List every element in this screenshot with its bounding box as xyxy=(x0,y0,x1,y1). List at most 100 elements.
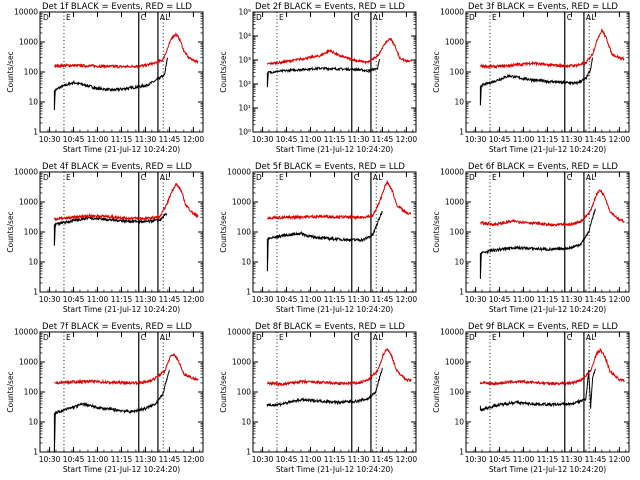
panel-6: Det 6f BLACK = Events, RED = LLD 1 10 100 10… xyxy=(432,162,630,314)
plot-frame xyxy=(465,11,630,133)
x-axis-label: Start Time (21-Jul-12 10:24:20) xyxy=(276,305,393,314)
legend-mark: A xyxy=(586,13,592,22)
lld-series-line xyxy=(480,189,625,228)
x-tick-label: 10:45 xyxy=(63,295,85,304)
events-series-line xyxy=(479,368,596,412)
y-tick-label: 10 xyxy=(28,98,38,107)
y-axis-label: Counts/sec xyxy=(6,51,15,92)
legend-mark: L xyxy=(165,13,170,22)
legend-mark: C xyxy=(567,13,572,22)
y-tick-label: 10⁴ xyxy=(238,32,251,41)
panel-title: Det 3f BLACK = Events, RED = LLD xyxy=(468,2,618,12)
y-axis-label: Counts/sec xyxy=(6,211,15,252)
legend-mark: L xyxy=(591,13,596,22)
x-axis-label: Start Time (21-Jul-12 10:24:20) xyxy=(489,145,606,154)
plot-frame xyxy=(39,11,204,133)
y-tick-label: 10 xyxy=(454,258,464,267)
legend-mark: E xyxy=(279,13,284,22)
x-tick-label: 11:45 xyxy=(372,295,394,304)
panel-1: Det 1f BLACK = Events, RED = LLD 1 10 100 10… xyxy=(6,2,204,154)
legend-mark: L xyxy=(165,173,170,182)
x-tick-label: 11:15 xyxy=(111,455,133,464)
x-tick-label: 11:45 xyxy=(372,455,394,464)
x-tick-label: 11:15 xyxy=(324,455,346,464)
x-tick-label: 11:15 xyxy=(324,295,346,304)
x-tick-label: 11:30 xyxy=(561,455,583,464)
x-axis-label: Start Time (21-Jul-12 10:24:20) xyxy=(63,465,180,474)
plot-frame xyxy=(465,171,630,293)
y-axis-label: Counts/sec xyxy=(219,51,228,92)
x-tick-label: 12:00 xyxy=(183,135,205,144)
legend-mark: A xyxy=(373,173,379,182)
y-tick-label: 10² xyxy=(238,80,251,89)
y-tick-label: 1000 xyxy=(445,198,464,207)
legend-mark: C xyxy=(141,173,146,182)
x-tick-label: 10:45 xyxy=(276,295,298,304)
y-tick-label: 100 xyxy=(450,388,465,397)
y-tick-label: 1 xyxy=(33,128,38,137)
x-tick-label: 11:15 xyxy=(324,135,346,144)
y-tick-label: 1000 xyxy=(19,358,38,367)
x-tick-label: 12:00 xyxy=(183,455,205,464)
y-tick-label: 100 xyxy=(24,68,39,77)
panel-title: Det 5f BLACK = Events, RED = LLD xyxy=(255,162,405,172)
x-tick-label: 11:30 xyxy=(561,295,583,304)
lld-series-line xyxy=(267,179,412,221)
legend-mark: A xyxy=(586,333,592,342)
x-tick-label: 10:45 xyxy=(489,135,511,144)
x-tick-label: 12:00 xyxy=(609,135,631,144)
x-tick-label: 10:45 xyxy=(276,135,298,144)
x-tick-label: 10:30 xyxy=(465,295,487,304)
y-tick-label: 10000 xyxy=(440,328,464,337)
legend-mark: D xyxy=(469,333,475,342)
legend-mark: L xyxy=(591,333,596,342)
legend-mark: A xyxy=(160,173,166,182)
legend-mark: L xyxy=(378,13,383,22)
legend-mark: D xyxy=(256,333,262,342)
y-tick-label: 100 xyxy=(237,388,252,397)
y-tick-label: 1000 xyxy=(19,38,38,47)
x-tick-label: 11:45 xyxy=(372,135,394,144)
y-tick-label: 10 xyxy=(28,418,38,427)
legend-mark: D xyxy=(256,13,262,22)
x-tick-label: 11:45 xyxy=(159,455,181,464)
panel-title: Det 4f BLACK = Events, RED = LLD xyxy=(42,162,192,172)
legend-mark: E xyxy=(66,173,71,182)
plot-frame xyxy=(252,331,417,453)
x-axis-label: Start Time (21-Jul-12 10:24:20) xyxy=(489,305,606,314)
x-tick-label: 12:00 xyxy=(609,295,631,304)
y-tick-label: 10 xyxy=(28,258,38,267)
x-tick-label: 10:30 xyxy=(39,455,61,464)
y-tick-label: 10¹ xyxy=(238,104,251,113)
events-series-line xyxy=(479,57,594,106)
panel-7: Det 7f BLACK = Events, RED = LLD 1 10 100 10… xyxy=(6,322,204,474)
y-axis-label: Counts/sec xyxy=(432,211,441,252)
x-tick-label: 10:30 xyxy=(465,455,487,464)
x-tick-label: 11:00 xyxy=(87,295,109,304)
x-tick-label: 11:45 xyxy=(585,135,607,144)
legend-mark: D xyxy=(469,13,475,22)
legend-mark: L xyxy=(591,173,596,182)
y-tick-label: 10000 xyxy=(14,328,38,337)
legend-mark: C xyxy=(141,13,146,22)
panel-title: Det 8f BLACK = Events, RED = LLD xyxy=(255,322,405,332)
panel-title: Det 2f BLACK = Events, RED = LLD xyxy=(255,2,405,12)
legend-mark: E xyxy=(492,173,497,182)
y-tick-label: 10⁵ xyxy=(238,8,251,17)
events-series-line xyxy=(53,369,170,452)
lld-series-line xyxy=(54,352,199,386)
y-tick-label: 10000 xyxy=(440,8,464,17)
y-axis-label: Counts/sec xyxy=(432,371,441,412)
x-tick-label: 11:45 xyxy=(159,135,181,144)
legend-mark: E xyxy=(66,333,71,342)
panel-title: Det 9f BLACK = Events, RED = LLD xyxy=(468,322,618,332)
panel-title: Det 7f BLACK = Events, RED = LLD xyxy=(42,322,192,332)
legend-mark: D xyxy=(469,173,475,182)
x-axis-label: Start Time (21-Jul-12 10:24:20) xyxy=(489,465,606,474)
y-axis-label: Counts/sec xyxy=(219,211,228,252)
x-tick-label: 12:00 xyxy=(609,455,631,464)
x-tick-label: 11:00 xyxy=(513,295,535,304)
panel-4: Det 4f BLACK = Events, RED = LLD 1 10 100 10… xyxy=(6,162,204,314)
x-tick-label: 11:15 xyxy=(111,135,133,144)
y-tick-label: 10⁰ xyxy=(238,128,251,137)
